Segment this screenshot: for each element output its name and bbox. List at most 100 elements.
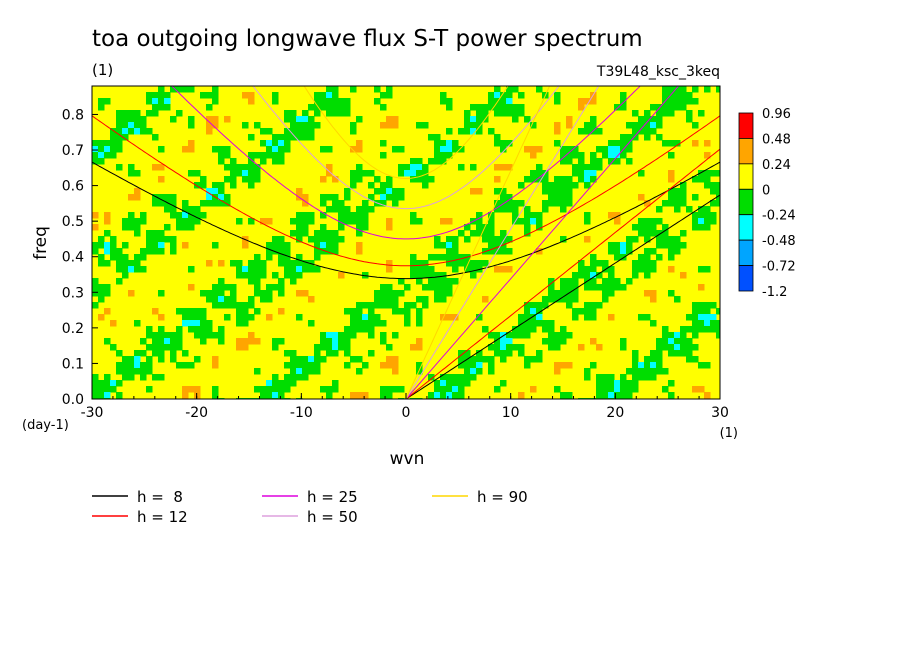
- spectrum-cell: [236, 266, 243, 273]
- spectrum-cell: [380, 194, 387, 201]
- spectrum-cell: [158, 290, 165, 297]
- spectrum-cell: [512, 104, 519, 111]
- spectrum-cell: [548, 182, 555, 189]
- spectrum-cell: [314, 254, 321, 261]
- spectrum-cell: [356, 170, 363, 177]
- spectrum-cell: [704, 320, 711, 327]
- spectrum-cell: [296, 128, 303, 135]
- spectrum-cell: [326, 104, 333, 111]
- spectrum-cell: [590, 176, 597, 183]
- spectrum-cell: [302, 212, 309, 219]
- spectrum-cell: [404, 314, 411, 321]
- spectrum-cell: [218, 260, 225, 267]
- spectrum-cell: [338, 338, 345, 345]
- spectrum-cell: [188, 146, 195, 153]
- spectrum-cell: [146, 128, 153, 135]
- spectrum-cell: [332, 98, 339, 105]
- spectrum-cell: [122, 266, 129, 273]
- spectrum-cell: [350, 86, 357, 93]
- spectrum-cell: [650, 260, 657, 267]
- spectrum-cell: [416, 158, 423, 165]
- spectrum-cell: [422, 170, 429, 177]
- spectrum-cell: [110, 146, 117, 153]
- spectrum-cell: [488, 242, 495, 249]
- spectrum-cell: [170, 356, 177, 363]
- spectrum-cell: [368, 194, 375, 201]
- spectrum-cell: [320, 248, 327, 255]
- spectrum-cell: [632, 266, 639, 273]
- spectrum-cell: [308, 134, 315, 141]
- spectrum-cell: [638, 314, 645, 321]
- spectrum-cell: [680, 326, 687, 333]
- spectrum-cell: [614, 218, 621, 225]
- spectrum-cell: [188, 284, 195, 291]
- spectrum-cell: [344, 188, 351, 195]
- spectrum-cell: [560, 332, 567, 339]
- spectrum-cell: [350, 176, 357, 183]
- spectrum-cell: [182, 206, 189, 213]
- spectrum-cell: [518, 92, 525, 99]
- legend-label: h = 25: [307, 488, 358, 506]
- spectrum-cell: [410, 302, 417, 309]
- spectrum-cell: [476, 110, 483, 117]
- spectrum-cell: [434, 392, 441, 399]
- spectrum-cell: [518, 314, 525, 321]
- spectrum-cell: [338, 110, 345, 117]
- spectrum-cell: [278, 260, 285, 267]
- spectrum-cell: [290, 110, 297, 117]
- spectrum-cell: [386, 296, 393, 303]
- spectrum-cell: [380, 152, 387, 159]
- spectrum-cell: [674, 242, 681, 249]
- spectrum-cell: [128, 290, 135, 297]
- spectrum-cell: [332, 236, 339, 243]
- spectrum-cell: [680, 188, 687, 195]
- spectrum-cell: [620, 152, 627, 159]
- spectrum-cell: [512, 344, 519, 351]
- spectrum-cell: [188, 266, 195, 273]
- spectrum-cell: [194, 386, 201, 393]
- spectrum-cell: [308, 368, 315, 375]
- spectrum-cell: [638, 230, 645, 237]
- spectrum-cell: [368, 302, 375, 309]
- spectrum-cell: [524, 116, 531, 123]
- spectrum-cell: [572, 284, 579, 291]
- spectrum-cell: [692, 86, 699, 93]
- spectrum-cell: [602, 284, 609, 291]
- spectrum-cell: [320, 338, 327, 345]
- spectrum-cell: [380, 200, 387, 207]
- spectrum-cell: [530, 122, 537, 129]
- spectrum-cell: [608, 212, 615, 219]
- spectrum-cell: [638, 224, 645, 231]
- spectrum-cell: [110, 236, 117, 243]
- spectrum-cell: [566, 284, 573, 291]
- spectrum-cell: [302, 218, 309, 225]
- spectrum-cell: [596, 164, 603, 171]
- spectrum-cell: [560, 326, 567, 333]
- spectrum-cell: [578, 170, 585, 177]
- spectrum-cell: [134, 356, 141, 363]
- spectrum-cell: [662, 110, 669, 117]
- spectrum-cell: [650, 104, 657, 111]
- spectrum-cell: [170, 344, 177, 351]
- spectrum-cell: [254, 164, 261, 171]
- spectrum-cell: [458, 356, 465, 363]
- spectrum-cell: [182, 350, 189, 357]
- spectrum-cell: [344, 206, 351, 213]
- y-tick-label: 0.8: [62, 107, 84, 123]
- spectrum-cell: [620, 248, 627, 255]
- spectrum-cell: [302, 200, 309, 207]
- spectrum-cell: [554, 362, 561, 369]
- spectrum-cell: [386, 392, 393, 399]
- spectrum-cell: [416, 314, 423, 321]
- spectrum-cell: [362, 392, 369, 399]
- spectrum-cell: [116, 134, 123, 141]
- spectrum-cell: [104, 230, 111, 237]
- spectrum-cell: [560, 278, 567, 285]
- spectrum-cell: [590, 254, 597, 261]
- spectrum-cell: [122, 218, 129, 225]
- spectrum-cell: [104, 338, 111, 345]
- spectrum-cell: [92, 152, 99, 159]
- spectrum-cell: [704, 212, 711, 219]
- spectrum-cell: [386, 362, 393, 369]
- spectrum-cell: [350, 182, 357, 189]
